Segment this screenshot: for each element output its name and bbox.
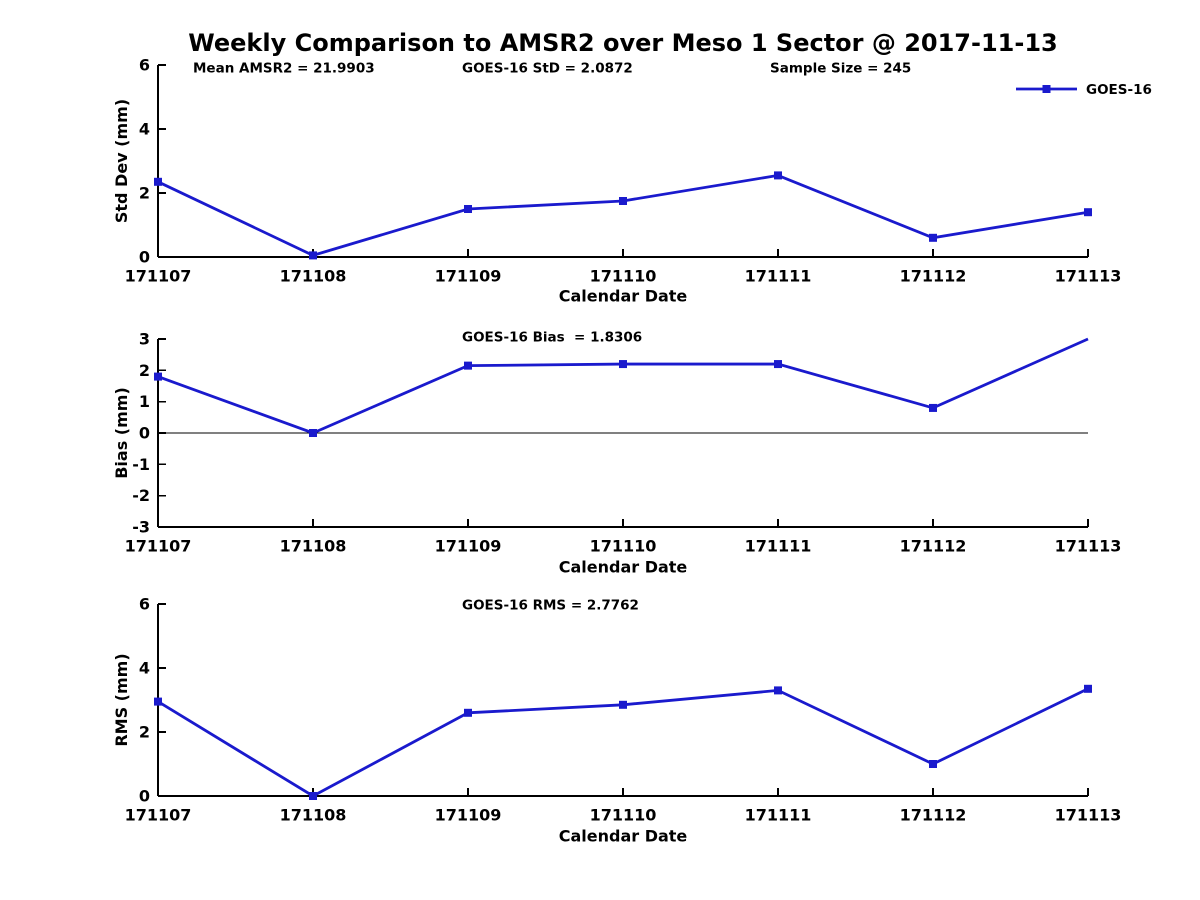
x-tick-label: 171107 bbox=[125, 267, 192, 286]
x-tick-label: 171111 bbox=[745, 267, 812, 286]
y-axis-title: Bias (mm) bbox=[112, 387, 131, 479]
legend-marker-sample bbox=[1042, 85, 1051, 93]
data-point-marker bbox=[619, 360, 627, 369]
data-point-marker bbox=[464, 361, 472, 370]
y-tick-label: 3 bbox=[139, 330, 150, 349]
data-point-marker bbox=[774, 171, 782, 180]
y-tick-label: -2 bbox=[132, 486, 150, 505]
y-tick-label: -1 bbox=[132, 455, 150, 474]
x-tick-label: 171110 bbox=[590, 806, 657, 825]
data-point-marker bbox=[929, 233, 937, 242]
x-tick-label: 171112 bbox=[900, 267, 967, 286]
annotation: GOES-16 StD = 2.0872 bbox=[462, 61, 633, 77]
y-tick-label: 6 bbox=[139, 56, 150, 75]
data-point-marker bbox=[309, 429, 317, 437]
x-tick-label: 171109 bbox=[435, 537, 502, 556]
x-tick-label: 171110 bbox=[590, 267, 657, 286]
data-point-marker bbox=[464, 708, 472, 717]
legend-label: GOES-16 bbox=[1086, 82, 1152, 98]
x-tick-label: 171112 bbox=[900, 806, 967, 825]
data-point-marker bbox=[619, 700, 627, 709]
annotation: Mean AMSR2 = 21.9903 bbox=[193, 61, 375, 77]
y-tick-label: -3 bbox=[132, 518, 150, 537]
x-tick-label: 171110 bbox=[590, 537, 657, 556]
x-axis-title: Calendar Date bbox=[559, 558, 688, 577]
annotation: GOES-16 RMS = 2.7762 bbox=[462, 598, 639, 614]
data-point-marker bbox=[154, 177, 162, 186]
data-point-marker bbox=[929, 760, 937, 768]
y-axis-title: RMS (mm) bbox=[112, 653, 131, 746]
data-point-marker bbox=[464, 205, 472, 213]
x-tick-label: 171113 bbox=[1055, 806, 1122, 825]
x-tick-label: 171107 bbox=[125, 537, 192, 556]
x-tick-label: 171109 bbox=[435, 806, 502, 825]
y-tick-label: 6 bbox=[139, 595, 150, 614]
data-line bbox=[157, 337, 1089, 435]
y-axis-title: Std Dev (mm) bbox=[112, 99, 131, 223]
x-tick-label: 171113 bbox=[1055, 267, 1122, 286]
data-point-marker bbox=[929, 403, 937, 412]
x-tick-label: 171111 bbox=[745, 537, 812, 556]
x-tick-label: 171108 bbox=[280, 806, 347, 825]
data-point-marker bbox=[619, 197, 627, 205]
x-axis-title: Calendar Date bbox=[559, 827, 688, 846]
legend: GOES-16 bbox=[1016, 82, 1152, 98]
annotation: GOES-16 Bias = 1.8306 bbox=[462, 330, 642, 346]
page-title: Weekly Comparison to AMSR2 over Meso 1 S… bbox=[188, 29, 1058, 57]
x-axis-title: Calendar Date bbox=[559, 287, 688, 306]
y-tick-label: 0 bbox=[139, 248, 150, 267]
data-point-marker bbox=[1084, 208, 1092, 217]
bias-chart: -3 -2 -1 0 1 2 3 171107 171108 171109 171110 171111… bbox=[112, 330, 1121, 577]
x-tick-label: 171112 bbox=[900, 537, 967, 556]
y-tick-label: 2 bbox=[139, 361, 150, 380]
data-point-marker bbox=[774, 686, 782, 695]
x-tick-label: 171109 bbox=[435, 267, 502, 286]
data-point-marker bbox=[154, 697, 162, 706]
x-tick-label: 171111 bbox=[745, 806, 812, 825]
annotation: Sample Size = 245 bbox=[770, 61, 911, 77]
data-point-marker bbox=[309, 251, 317, 260]
x-tick-label: 171107 bbox=[125, 806, 192, 825]
std-dev-chart: 0 2 4 6 171107 171108 171109 171110 171111 171112… bbox=[112, 56, 1152, 306]
y-tick-label: 2 bbox=[139, 184, 150, 203]
x-tick-label: 171108 bbox=[280, 537, 347, 556]
rms-chart: 0 2 4 6 171107 171108 171109 171110 171111 171112… bbox=[112, 595, 1121, 846]
x-tick-label: 171108 bbox=[280, 267, 347, 286]
y-tick-label: 4 bbox=[139, 659, 150, 678]
data-point-marker bbox=[309, 792, 317, 800]
y-tick-label: 1 bbox=[139, 392, 150, 411]
data-line bbox=[157, 173, 1089, 257]
data-point-marker bbox=[154, 372, 162, 381]
x-tick-label: 171113 bbox=[1055, 537, 1122, 556]
y-tick-label: 0 bbox=[139, 424, 150, 443]
y-tick-label: 0 bbox=[139, 787, 150, 806]
y-tick-label: 2 bbox=[139, 723, 150, 742]
y-tick-label: 4 bbox=[139, 120, 150, 139]
data-point-marker bbox=[774, 360, 782, 369]
data-point-marker bbox=[1084, 684, 1092, 693]
